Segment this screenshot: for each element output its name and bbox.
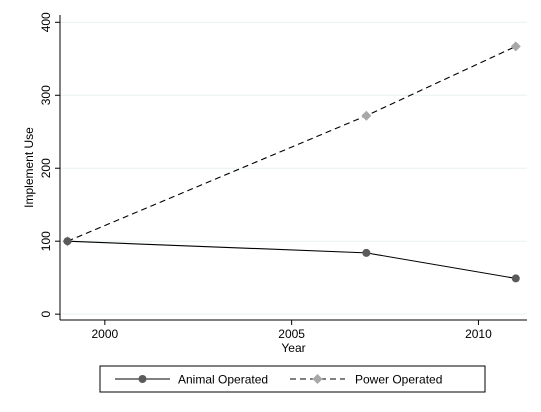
legend-label-animal-operated: Animal Operated [178,373,268,387]
data-point-power-operated [510,41,521,52]
y-tick-label: 0 [39,311,53,318]
data-point-power-operated [361,110,372,121]
y-tick-label: 300 [39,85,53,105]
series [62,41,521,283]
legend-marker-power-operated [312,374,323,384]
x-axis-title: Year [281,341,305,355]
legend-item-power-operated: Power Operated [290,373,442,387]
legend: Animal Operated Power Operated [99,365,486,393]
y-tick-label: 100 [39,231,53,251]
series-animal-operated [63,237,520,283]
legend-marker-animal-operated [138,375,147,383]
grid [60,21,527,315]
x-tick-label: 2005 [278,327,305,341]
y-tick-label: 400 [39,12,53,32]
y-axis-title: Implement Use [22,127,36,208]
legend-item-animal-operated: Animal Operated [115,373,268,387]
data-point-animal-operated [63,237,72,246]
legend-label-power-operated: Power Operated [355,373,442,387]
x-tick-label: 2000 [91,327,118,341]
data-point-animal-operated [362,248,371,257]
x-tick-label: 2010 [465,327,492,341]
data-point-animal-operated [511,274,520,283]
y-tick-label: 200 [39,158,53,178]
axes: 0 100 200 300 400 2000 2005 2010 Year Implement U… [22,12,527,355]
